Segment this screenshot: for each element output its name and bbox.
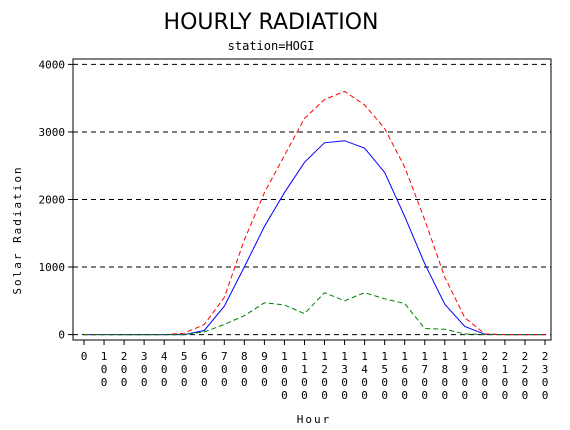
- axes: [68, 58, 552, 345]
- x-tick-labels: 0 1 0 0 2 0 0 3 0 0 4 0 0 5 0 0 6 0 0 7 0 0 8 0 0 9 0 0 1 0 0 0 1 1 0 0 1 2 0 0…: [81, 350, 549, 402]
- series-lines: [84, 90, 545, 336]
- x-tick-label: 0: [81, 350, 88, 363]
- chart-subtitle: station=HOGI: [228, 39, 315, 53]
- y-tick-label: 3000: [39, 126, 66, 139]
- x-axis-label: Hour: [297, 413, 332, 426]
- series-line-2: [84, 90, 545, 336]
- y-tick-label: 0: [58, 329, 65, 342]
- y-tick-label: 1000: [39, 261, 66, 274]
- chart-title: HOURLY RADIATION: [164, 10, 379, 35]
- y-tick-labels: 0 1000 2000 3000 4000: [39, 58, 66, 341]
- y-axis-label: Solar Radiation: [11, 165, 24, 294]
- y-tick-label: 4000: [39, 58, 66, 71]
- y-tick-label: 2000: [39, 194, 66, 207]
- series-line-1: [84, 140, 545, 336]
- series-line-3: [84, 292, 545, 336]
- grid-lines: [73, 63, 551, 336]
